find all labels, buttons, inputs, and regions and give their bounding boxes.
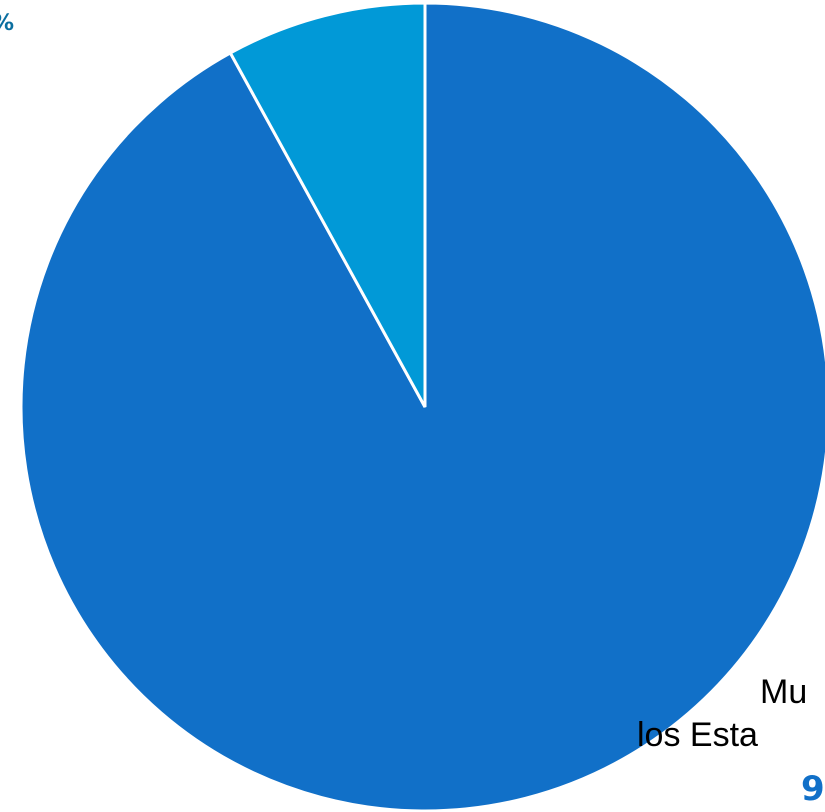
pie-slice-2 [228,1,427,408]
slice-percent-label-small: % [0,11,14,36]
pie-slices [19,1,825,812]
pie-slice-1 [19,1,825,812]
slice-percent-label-main: 9 [801,769,825,809]
slice-label-line-2: los Esta [637,716,758,754]
slice-label-line-1: Mu [760,673,807,711]
pie-labels: Mu los Esta 9 % [0,11,825,809]
